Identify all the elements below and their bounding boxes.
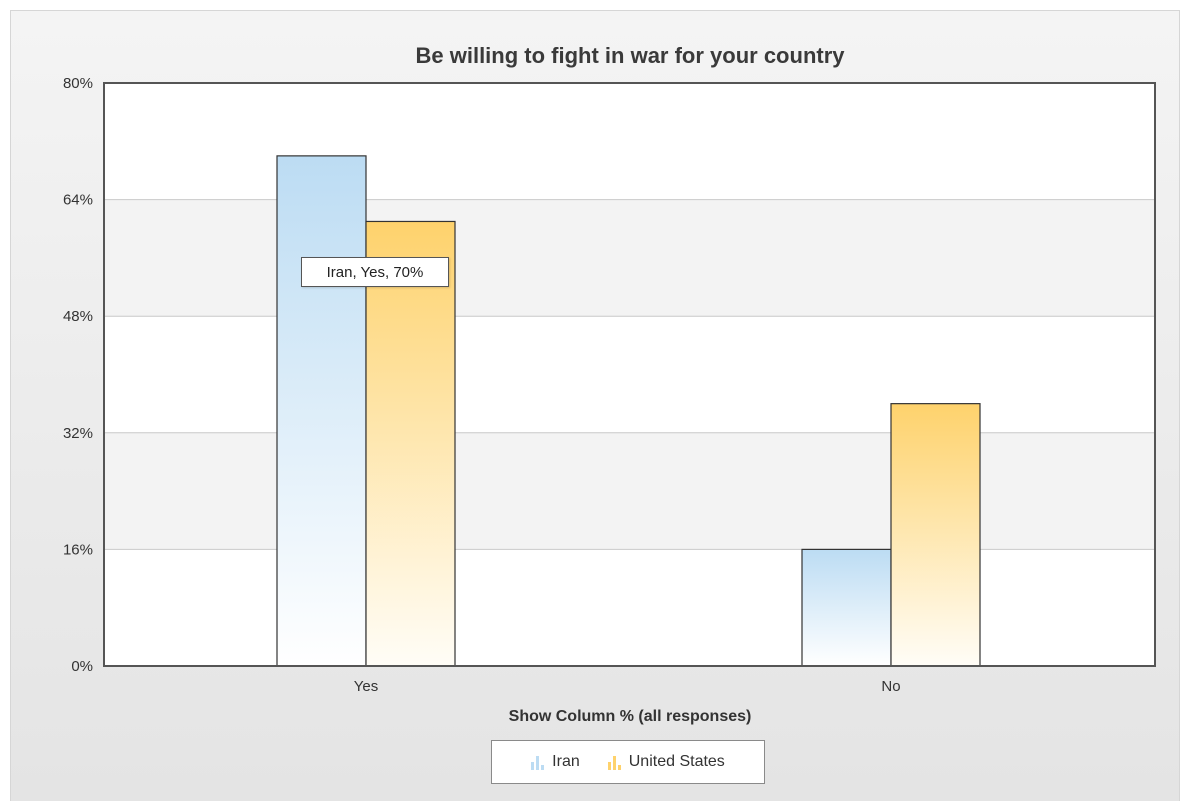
y-tick-label: 80% [63,75,93,92]
bars [276,155,981,667]
y-tick-label: 64% [63,192,93,209]
legend[interactable]: Iran United States [491,740,765,784]
x-tick-label: No [881,678,900,695]
plot-border [103,82,1156,667]
legend-label-iran: Iran [552,753,580,770]
x-axis-label: Show Column % (all responses) [509,708,752,725]
legend-item-united-states[interactable]: United States [607,753,725,771]
legend-item-iran[interactable]: Iran [531,753,580,771]
plot-band [104,549,1155,666]
bar-united-states-no[interactable] [890,403,981,667]
bar-tooltip: Iran, Yes, 70% [301,257,449,287]
legend-label-united-states: United States [628,753,725,770]
y-tick-label: 32% [63,425,93,442]
bar-iran-no[interactable] [801,548,892,667]
plot-band [104,316,1155,433]
plot-background [104,83,1155,666]
bar-united-states-yes[interactable] [365,220,456,667]
y-tick-label: 48% [63,308,93,325]
bar-chart-icon [531,754,545,770]
y-axis-ticks: 0% 16% 32% 48% 64% 80% [63,75,93,675]
y-tick-label: 0% [71,658,93,675]
chart-title: Be willing to fight in war for your coun… [416,43,846,68]
x-tick-label: Yes [354,678,378,695]
plot-band [104,432,1155,550]
plot-band [104,199,1155,317]
bar-iran-yes[interactable] [276,155,367,667]
bar-chart-icon [607,754,621,770]
x-axis-ticks: Yes No [354,678,901,695]
plot-band [104,83,1155,200]
y-tick-label: 16% [63,541,93,558]
